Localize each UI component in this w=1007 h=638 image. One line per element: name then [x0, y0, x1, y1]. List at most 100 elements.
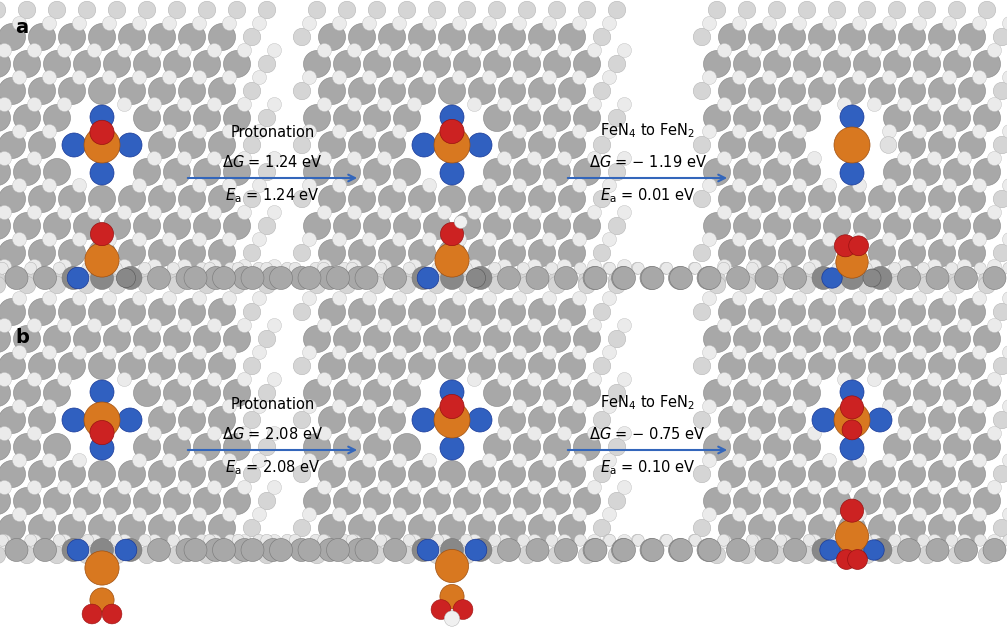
Circle shape: [747, 318, 761, 332]
Circle shape: [777, 318, 792, 332]
Circle shape: [394, 212, 421, 239]
Circle shape: [513, 70, 527, 84]
Circle shape: [468, 239, 495, 267]
Circle shape: [424, 212, 450, 239]
Circle shape: [949, 1, 966, 19]
Circle shape: [513, 454, 527, 468]
Circle shape: [348, 24, 376, 50]
Circle shape: [1003, 399, 1007, 413]
Circle shape: [703, 292, 717, 306]
Circle shape: [147, 373, 161, 387]
Circle shape: [398, 276, 416, 293]
Circle shape: [192, 17, 206, 31]
Circle shape: [488, 534, 500, 546]
Circle shape: [518, 262, 530, 274]
Circle shape: [432, 262, 444, 274]
Circle shape: [290, 538, 313, 561]
Circle shape: [379, 131, 406, 158]
Circle shape: [793, 399, 807, 413]
Circle shape: [482, 70, 496, 84]
Circle shape: [778, 239, 806, 267]
Circle shape: [355, 267, 378, 290]
Circle shape: [927, 426, 942, 440]
Circle shape: [513, 507, 527, 521]
Circle shape: [670, 538, 693, 561]
Circle shape: [793, 507, 807, 521]
Circle shape: [974, 105, 1001, 131]
Circle shape: [0, 487, 10, 514]
Circle shape: [719, 514, 745, 542]
Circle shape: [762, 346, 776, 360]
Circle shape: [108, 271, 126, 289]
Circle shape: [838, 205, 852, 219]
Circle shape: [458, 271, 475, 289]
Circle shape: [108, 1, 126, 19]
Circle shape: [148, 24, 175, 50]
Circle shape: [514, 325, 541, 353]
Circle shape: [799, 276, 816, 293]
Circle shape: [482, 507, 496, 521]
Circle shape: [778, 353, 806, 380]
Circle shape: [883, 433, 910, 461]
Circle shape: [348, 131, 376, 158]
Circle shape: [133, 454, 147, 468]
Circle shape: [824, 50, 851, 77]
Circle shape: [192, 346, 206, 360]
Circle shape: [102, 604, 122, 624]
Circle shape: [593, 28, 611, 46]
Circle shape: [958, 480, 972, 494]
Circle shape: [244, 465, 261, 483]
Circle shape: [927, 318, 942, 332]
Circle shape: [587, 205, 601, 219]
Circle shape: [747, 480, 761, 494]
Circle shape: [762, 179, 776, 193]
Circle shape: [602, 17, 616, 31]
Circle shape: [946, 534, 958, 546]
Circle shape: [853, 292, 866, 306]
Circle shape: [162, 179, 176, 193]
Circle shape: [178, 77, 205, 105]
Circle shape: [198, 276, 215, 293]
Circle shape: [888, 276, 905, 293]
Circle shape: [993, 82, 1007, 100]
Circle shape: [497, 373, 512, 387]
Circle shape: [669, 538, 692, 561]
Circle shape: [858, 546, 876, 564]
Circle shape: [661, 262, 673, 274]
Circle shape: [13, 105, 40, 131]
Circle shape: [528, 373, 542, 387]
Circle shape: [958, 535, 972, 549]
Circle shape: [403, 534, 415, 546]
Circle shape: [258, 109, 276, 127]
Circle shape: [253, 232, 267, 246]
Circle shape: [393, 124, 407, 138]
Circle shape: [89, 299, 116, 325]
Circle shape: [0, 546, 6, 564]
Circle shape: [244, 137, 261, 154]
Circle shape: [732, 17, 746, 31]
Circle shape: [774, 262, 786, 274]
Circle shape: [529, 461, 556, 487]
Circle shape: [468, 77, 495, 105]
Circle shape: [748, 353, 775, 380]
Circle shape: [364, 105, 391, 131]
Circle shape: [860, 262, 872, 274]
Circle shape: [452, 232, 466, 246]
Circle shape: [0, 271, 6, 289]
Circle shape: [83, 604, 102, 624]
Circle shape: [732, 179, 746, 193]
Circle shape: [379, 77, 406, 105]
Circle shape: [882, 232, 896, 246]
Circle shape: [409, 24, 435, 50]
Circle shape: [574, 380, 600, 406]
Circle shape: [548, 1, 566, 19]
Circle shape: [559, 24, 585, 50]
Circle shape: [611, 267, 634, 290]
Circle shape: [794, 50, 821, 77]
Circle shape: [777, 151, 792, 165]
Circle shape: [832, 262, 844, 274]
Circle shape: [548, 271, 566, 289]
Circle shape: [748, 186, 775, 212]
Circle shape: [812, 538, 835, 561]
Circle shape: [732, 454, 746, 468]
